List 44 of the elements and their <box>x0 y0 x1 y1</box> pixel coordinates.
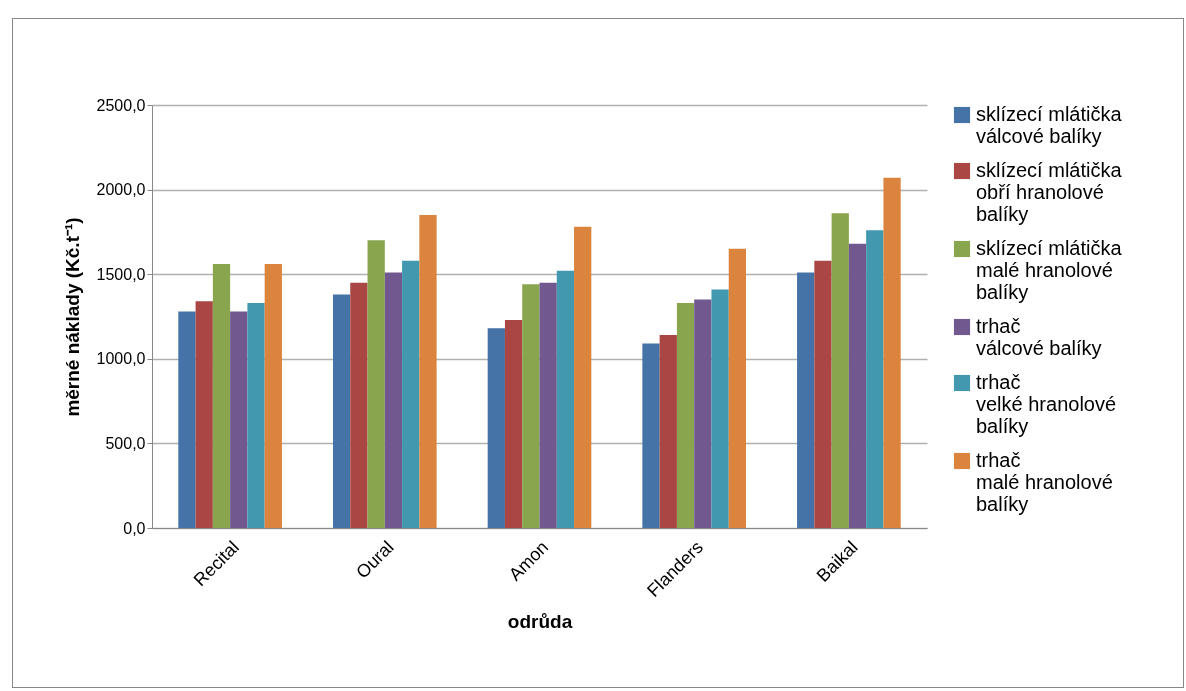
y-tick-label: 1000,0 <box>96 350 146 368</box>
bar <box>212 264 231 528</box>
bar <box>659 335 677 528</box>
legend-label: trhač malé hranolové balíky <box>976 449 1113 515</box>
y-tick-label: 0,0 <box>123 519 146 537</box>
bar <box>797 272 815 528</box>
y-tick-label: 1500,0 <box>96 265 146 283</box>
bar <box>230 311 248 528</box>
bar <box>728 248 747 528</box>
bar <box>178 311 196 528</box>
bar <box>694 299 712 528</box>
x-axis-title: odrůda <box>507 610 573 632</box>
bar <box>419 214 437 528</box>
bar <box>332 294 351 528</box>
bar <box>814 260 832 528</box>
bar <box>574 226 592 528</box>
bar <box>866 230 884 528</box>
bar <box>350 282 368 528</box>
bar <box>556 270 575 528</box>
bar <box>539 282 557 528</box>
bar <box>402 260 420 528</box>
bar <box>642 343 660 528</box>
bar <box>384 272 403 528</box>
bar <box>367 240 385 528</box>
y-tick-label: 2000,0 <box>96 181 146 199</box>
legend-label: trhač velké hranolové balíky <box>976 371 1117 437</box>
y-axis-title: měrné náklady (Kč.t⁻¹) <box>61 217 83 417</box>
bar <box>522 284 540 528</box>
y-tick-label: 2500,0 <box>96 96 146 114</box>
bar <box>264 264 282 528</box>
y-tick-label: 500,0 <box>105 434 146 452</box>
bar <box>504 319 523 528</box>
legend-label: sklízecí mlátička válcové balíky <box>976 103 1123 147</box>
bar <box>883 177 901 528</box>
bar <box>195 301 213 528</box>
legend-label: trhač válcové balíky <box>976 315 1102 359</box>
legend-label: sklízecí mlátička malé hranolové balíky <box>976 237 1123 303</box>
bar <box>848 243 867 528</box>
bar <box>831 213 849 528</box>
bar <box>711 289 729 528</box>
legend-label: sklízecí mlátička obří hranolové balíky <box>976 159 1123 225</box>
bar <box>676 302 695 528</box>
bar <box>247 302 265 528</box>
bar <box>487 328 505 528</box>
